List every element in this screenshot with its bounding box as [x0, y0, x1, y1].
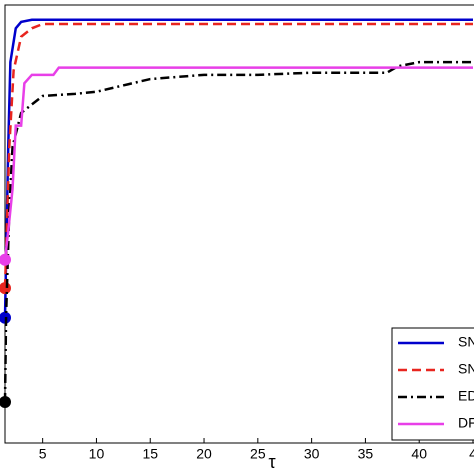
x-tick-label: 40 — [411, 446, 427, 462]
legend-label: DF — [458, 415, 474, 431]
x-tick-label: 10 — [89, 446, 105, 462]
x-tick-label: 20 — [196, 446, 212, 462]
x-axis-label: τ — [268, 452, 275, 472]
series-marker — [0, 395, 11, 408]
series-line — [3, 22, 473, 289]
legend-label: ED — [458, 388, 474, 404]
x-tick-label: 15 — [142, 446, 158, 462]
legend-label: SN — [458, 361, 474, 377]
plot-frame — [4, 4, 474, 444]
series-line — [3, 60, 473, 402]
x-tick-label: 25 — [250, 446, 266, 462]
legend-box — [391, 327, 474, 441]
x-tick-label: 35 — [358, 446, 374, 462]
series-line — [3, 66, 473, 260]
x-tick-label: 4 — [469, 446, 474, 462]
series-marker — [0, 282, 11, 295]
legend-label: SN — [458, 334, 474, 350]
x-tick-label: 5 — [39, 446, 47, 462]
series-line — [3, 18, 473, 318]
x-tick-label: 30 — [304, 446, 320, 462]
series-marker — [0, 253, 11, 266]
